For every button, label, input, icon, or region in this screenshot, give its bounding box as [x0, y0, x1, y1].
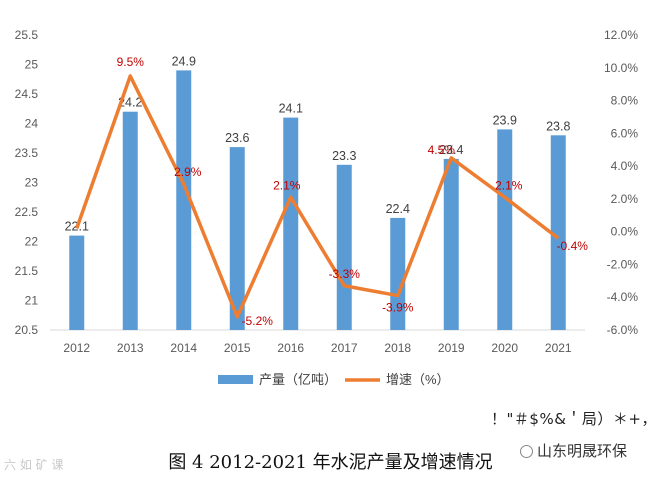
- x-tick-label: 2014: [170, 341, 197, 355]
- growth-line: [75, 74, 560, 319]
- x-tick-label: 2016: [277, 341, 304, 355]
- growth-value-label: 9.5%: [117, 55, 145, 69]
- right-tick-label: 4.0%: [611, 159, 639, 173]
- bar-value-label: 23.8: [546, 119, 570, 133]
- left-tick-label: 21.5: [15, 264, 39, 278]
- right-tick-label: -2.0%: [607, 257, 639, 271]
- left-tick-label: 20.5: [15, 323, 39, 337]
- combo-chart: 20.5 21 21.5 22 22.5 23 23.5 24 24.5 25 25.5 -6.0%…: [15, 28, 639, 387]
- right-tick-label: 12.0%: [604, 28, 638, 42]
- x-tick-label: 2020: [491, 341, 518, 355]
- bar-2013: [122, 111, 138, 330]
- figure-caption: 图 4 2012-2021 年水泥产量及增速情况: [168, 452, 493, 473]
- legend-bar-label: 产量（亿吨）: [259, 372, 337, 387]
- growth-value-labels: 9.5% 2.9% -5.2% 2.1% -3.3% -3.9% 4.5% 2.1% -0.4%: [117, 55, 589, 328]
- left-tick-label: 25: [25, 58, 39, 72]
- x-tick-label: 2012: [63, 341, 90, 355]
- bar-2017: [336, 164, 352, 330]
- bar-value-label: 23.9: [493, 113, 517, 127]
- x-axis-ticks: 2012 2013 2014 2015 2016 2017 2018 2019 2020 2021: [63, 341, 572, 355]
- bar-value-label: 22.4: [386, 202, 410, 216]
- bar-series: [69, 70, 566, 331]
- right-tick-label: -4.0%: [607, 290, 639, 304]
- growth-value-label: -5.2%: [242, 314, 274, 328]
- left-axis-ticks: 20.5 21 21.5 22 22.5 23 23.5 24 24.5 25 25.5: [15, 28, 39, 337]
- right-tick-label: 6.0%: [611, 126, 639, 140]
- legend-bar-swatch: [218, 375, 253, 384]
- bar-value-labels: 22.124.224.923.624.123.322.423.423.9 23.8: [65, 54, 571, 233]
- left-tick-label: 24.5: [15, 87, 39, 101]
- left-tick-label: 24: [25, 117, 39, 131]
- bar-value-label: 24.9: [172, 54, 196, 68]
- growth-value-label: -0.4%: [557, 239, 589, 253]
- x-tick-label: 2015: [224, 341, 251, 355]
- growth-value-label: -3.9%: [382, 301, 414, 315]
- left-tick-label: 25.5: [15, 28, 39, 42]
- bar-2019: [443, 158, 459, 330]
- left-tick-label: 22.5: [15, 205, 39, 219]
- x-tick-label: 2013: [117, 341, 144, 355]
- x-tick-label: 2018: [384, 341, 411, 355]
- x-tick-label: 2019: [438, 341, 465, 355]
- watermark-left: 六 如 矿 课: [4, 458, 64, 472]
- right-tick-label: 10.0%: [604, 61, 638, 75]
- right-tick-label: -6.0%: [607, 323, 639, 337]
- x-tick-label: 2017: [331, 341, 358, 355]
- bar-2016: [283, 117, 299, 330]
- right-tick-label: 2.0%: [611, 192, 639, 206]
- wechat-icon: [520, 445, 533, 458]
- watermark-right-text: 山东明晟环保: [537, 442, 628, 460]
- growth-value-label: 2.9%: [174, 165, 202, 179]
- legend-line-label: 增速（%）: [386, 372, 450, 387]
- bar-2020: [497, 129, 513, 330]
- right-axis-ticks: -6.0% -4.0% -2.0% 0.0% 2.0% 4.0% 6.0% 8.0% 10.0%…: [604, 28, 638, 337]
- bar-value-label: 24.1: [279, 102, 303, 116]
- growth-value-label: 4.5%: [428, 143, 456, 157]
- right-tick-label: 0.0%: [611, 225, 639, 239]
- legend: 产量（亿吨） 增速（%）: [218, 372, 450, 387]
- x-tick-label: 2021: [545, 341, 572, 355]
- growth-value-label: 2.1%: [495, 178, 523, 192]
- bar-value-label: 23.4: [439, 143, 463, 157]
- left-tick-label: 23: [25, 176, 39, 190]
- garbled-header-text: ！"＃$%&＇局）＊+，: [491, 410, 657, 428]
- left-tick-label: 21: [25, 294, 39, 308]
- bar-2021: [550, 135, 566, 330]
- bar-value-label: 24.2: [118, 96, 142, 110]
- watermark-right: 山东明晟环保: [518, 440, 630, 461]
- bar-2012: [69, 235, 85, 330]
- growth-value-label: -3.3%: [329, 267, 361, 281]
- growth-value-label: 2.1%: [273, 178, 301, 192]
- bar-2015: [229, 147, 245, 330]
- bar-2014: [176, 70, 192, 331]
- right-tick-label: 8.0%: [611, 94, 639, 108]
- bar-value-label: 23.6: [225, 131, 249, 145]
- left-tick-label: 23.5: [15, 146, 39, 160]
- bar-2018: [390, 217, 406, 330]
- bar-value-label: 23.3: [332, 149, 356, 163]
- left-tick-label: 22: [25, 235, 39, 249]
